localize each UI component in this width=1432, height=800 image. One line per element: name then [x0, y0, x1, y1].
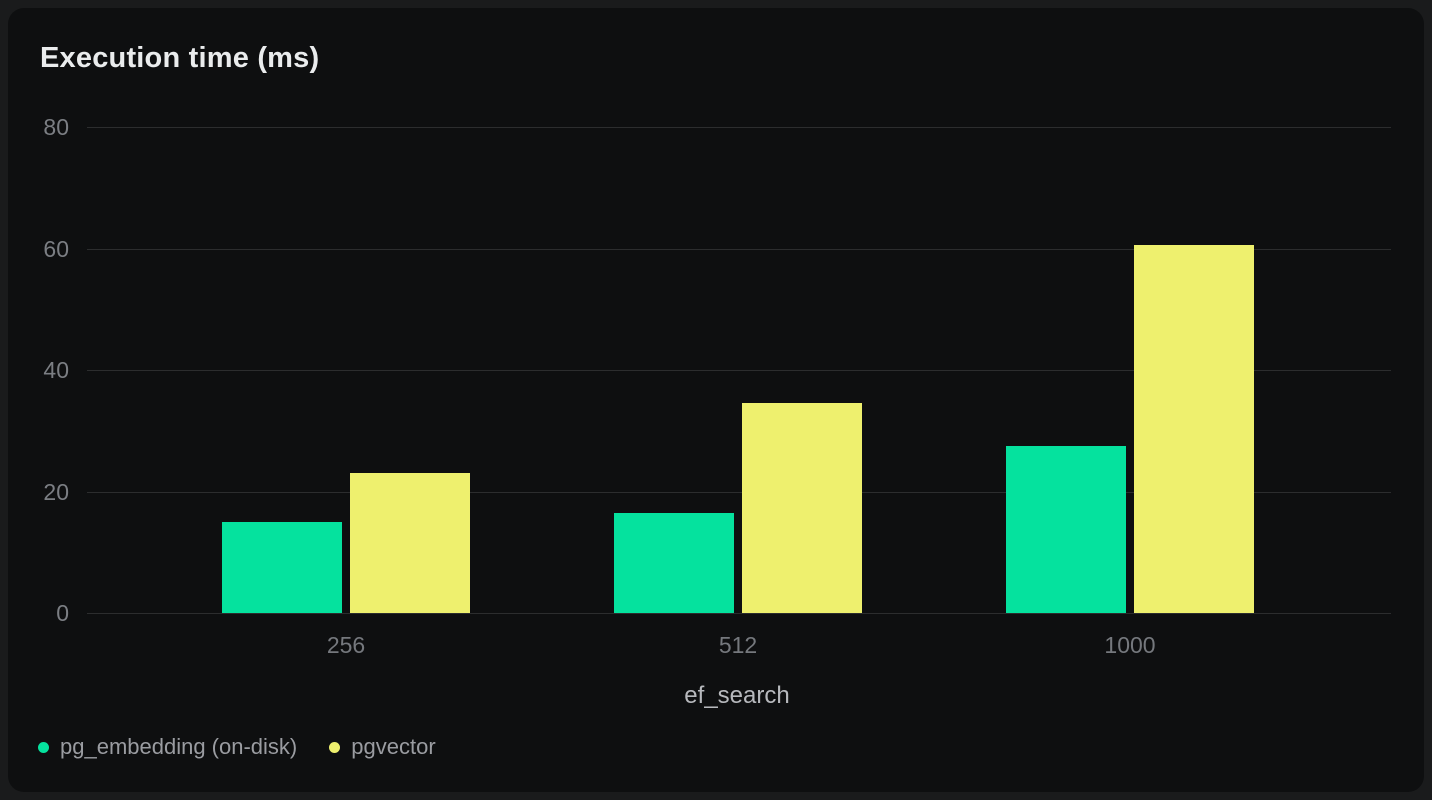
bar-pgvector-1000 — [1134, 245, 1254, 613]
legend: pg_embedding (on-disk) pgvector — [38, 734, 436, 760]
legend-dot-pg-embedding-on-disk-icon — [38, 741, 49, 753]
y-gridline-80 — [87, 127, 1391, 128]
legend-dot-pgvector-icon — [329, 741, 341, 753]
bar-pg-embedding-on-disk-1000 — [1006, 445, 1126, 613]
y-gridline-40 — [87, 370, 1391, 371]
x-category-label-512: 512 — [718, 632, 758, 658]
x-category-label-1000: 1000 — [1104, 632, 1156, 658]
y-gridline-60 — [87, 248, 1391, 250]
plot-area: 0 20 40 60 80 256 512 1000 — [43, 115, 1391, 658]
legend-item-pg-embedding-on-disk: pg_embedding (on-disk) — [38, 734, 297, 760]
chart-title: Execution time (ms) — [40, 42, 320, 74]
legend-item-pgvector: pgvector — [329, 734, 436, 760]
y-tick-label-60: 60 — [43, 235, 69, 262]
y-gridline-0 — [87, 613, 1391, 614]
y-tick-label-80: 80 — [43, 114, 69, 140]
bar-pg-embedding-on-disk-256 — [222, 521, 342, 613]
bar-pgvector-256 — [350, 473, 470, 613]
legend-label-pg-embedding-on-disk: pg_embedding (on-disk) — [60, 734, 298, 759]
chart-card: Execution time (ms) 0 20 40 60 80 256 512 1000 … — [8, 8, 1424, 792]
bar-pg-embedding-on-disk-512 — [614, 512, 734, 613]
bar-pgvector-512 — [742, 403, 862, 613]
x-axis-title: ef_search — [684, 682, 790, 709]
y-tick-label-0: 0 — [56, 600, 69, 626]
x-category-label-256: 256 — [326, 632, 366, 658]
legend-label-pgvector: pgvector — [351, 734, 436, 759]
y-tick-label-20: 20 — [43, 478, 69, 505]
y-gridline-20 — [87, 491, 1391, 493]
y-tick-label-40: 40 — [43, 357, 69, 383]
